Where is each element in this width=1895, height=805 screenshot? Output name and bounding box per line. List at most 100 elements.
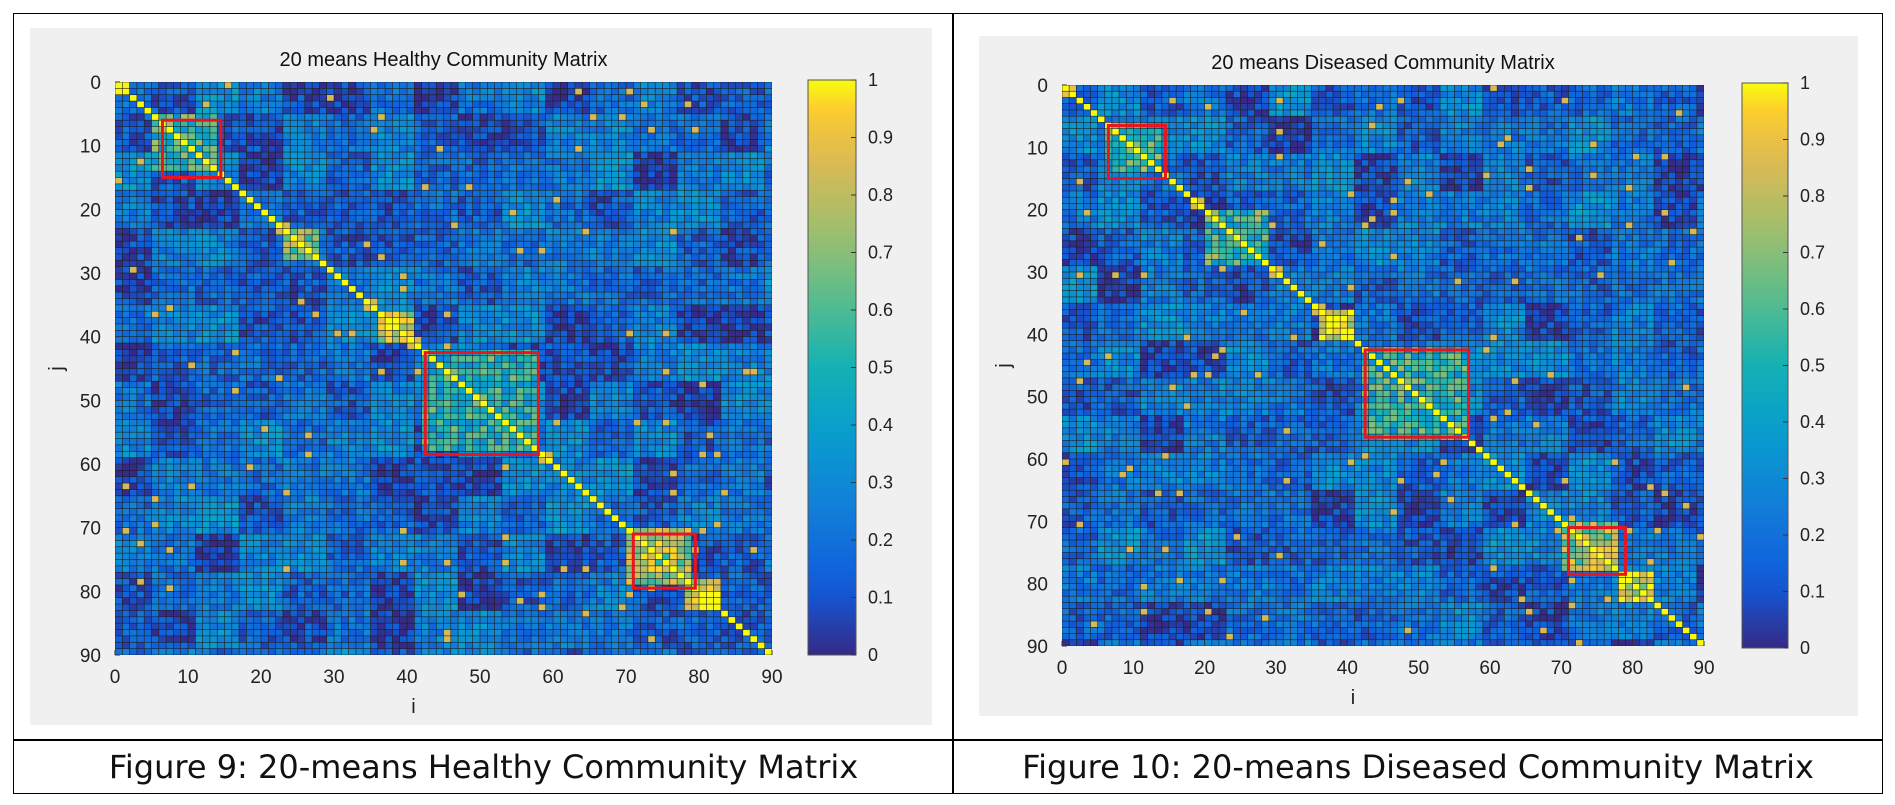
heatmap-cell	[407, 120, 414, 127]
heatmap-cell	[721, 241, 728, 248]
heatmap-cell	[611, 356, 619, 362]
heatmap-cell	[195, 298, 203, 305]
heatmap-cell	[567, 311, 575, 318]
heatmap-cell	[246, 203, 254, 210]
heatmap-cell	[575, 419, 582, 426]
heatmap-cell	[721, 165, 728, 171]
heatmap-cell	[275, 400, 283, 407]
heatmap-cell	[210, 171, 217, 178]
heatmap-cell	[327, 432, 334, 439]
heatmap-cell	[385, 133, 393, 139]
heatmap-cell	[546, 286, 553, 292]
heatmap-cell	[181, 273, 188, 280]
heatmap-cell	[531, 101, 539, 108]
heatmap-cell	[268, 349, 276, 356]
heatmap-cell	[677, 107, 685, 114]
heatmap-cell	[692, 222, 699, 229]
heatmap-cell	[735, 273, 743, 280]
heatmap-cell	[743, 266, 750, 273]
heatmap-cell	[604, 235, 612, 241]
heatmap-cell	[465, 317, 473, 324]
heatmap-cell	[765, 394, 772, 401]
heatmap-cell	[312, 426, 320, 432]
heatmap-cell	[494, 279, 502, 286]
heatmap-cell	[458, 107, 466, 114]
heatmap-cell	[509, 407, 517, 413]
heatmap-cell	[144, 413, 152, 420]
heatmap-cell	[604, 260, 612, 267]
heatmap-cell	[662, 273, 670, 280]
heatmap-cell	[385, 139, 393, 146]
heatmap-cell	[465, 184, 473, 190]
heatmap-cell	[144, 260, 152, 267]
heatmap-cell	[334, 107, 341, 114]
heatmap-cell	[385, 228, 393, 235]
heatmap-cell	[473, 158, 480, 165]
heatmap-cell	[509, 120, 517, 127]
heatmap-cell	[239, 216, 247, 222]
heatmap-cell	[567, 330, 575, 337]
heatmap-cell	[341, 145, 349, 152]
heatmap-cell	[378, 82, 385, 89]
heatmap-cell	[181, 356, 188, 362]
heatmap-cell	[275, 120, 283, 127]
heatmap-cell	[224, 222, 232, 229]
heatmap-cell	[188, 107, 195, 114]
heatmap-cell	[305, 171, 312, 178]
heatmap-cell	[159, 216, 166, 222]
heatmap-cell	[217, 330, 225, 337]
heatmap-cell	[385, 305, 393, 311]
heatmap-cell	[224, 343, 232, 350]
heatmap-cell	[582, 330, 590, 337]
heatmap-cell	[429, 407, 436, 413]
heatmap-cell	[582, 101, 590, 108]
heatmap-cell	[151, 152, 159, 159]
heatmap-cell	[115, 203, 122, 210]
heatmap-cell	[706, 133, 714, 139]
heatmap-cell	[626, 394, 633, 401]
heatmap-cell	[356, 139, 363, 146]
heatmap-cell	[611, 88, 619, 95]
heatmap-cell	[202, 387, 210, 394]
heatmap-cell	[210, 375, 217, 381]
heatmap-cell	[166, 305, 174, 311]
heatmap-cell	[173, 222, 181, 229]
heatmap-cell	[151, 426, 159, 432]
heatmap-cell	[414, 216, 422, 222]
heatmap-cell	[604, 266, 612, 273]
heatmap-cell	[341, 101, 349, 108]
heatmap-cell	[137, 343, 144, 350]
heatmap-cell	[327, 114, 334, 120]
heatmap-cell	[531, 171, 539, 178]
heatmap-cell	[436, 241, 444, 248]
heatmap-cell	[546, 317, 553, 324]
heatmap-cell	[699, 228, 706, 235]
heatmap-cell	[670, 375, 677, 381]
heatmap-cell	[487, 145, 495, 152]
heatmap-cell	[487, 114, 495, 120]
heatmap-cell	[261, 209, 268, 216]
heatmap-cell	[757, 298, 765, 305]
heatmap-cell	[611, 394, 619, 401]
heatmap-cell	[378, 139, 385, 146]
heatmap-cell	[283, 254, 290, 260]
heatmap-cell	[261, 88, 268, 95]
heatmap-cell	[202, 88, 210, 95]
heatmap-cell	[509, 152, 517, 159]
heatmap-cell	[662, 241, 670, 248]
heatmap-cell	[626, 196, 633, 203]
heatmap-cell	[144, 394, 152, 401]
heatmap-cell	[458, 324, 466, 330]
heatmap-cell	[640, 266, 648, 273]
heatmap-cell	[392, 158, 400, 165]
heatmap-cell	[451, 82, 458, 89]
heatmap-cell	[254, 177, 261, 184]
heatmap-cell	[516, 196, 524, 203]
heatmap-cell	[713, 222, 721, 229]
heatmap-cell	[224, 394, 232, 401]
heatmap-cell	[436, 196, 444, 203]
heatmap-cell	[662, 152, 670, 159]
heatmap-cell	[334, 387, 341, 394]
heatmap-cell	[283, 381, 290, 388]
heatmap-cell	[597, 247, 604, 254]
